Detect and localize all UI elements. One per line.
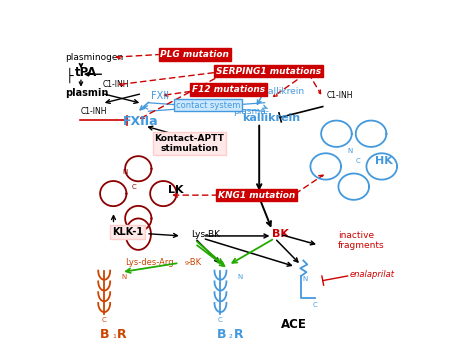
Text: N: N xyxy=(302,276,308,282)
Text: LK: LK xyxy=(168,185,183,195)
Text: FXIIa: FXIIa xyxy=(123,115,158,129)
Text: C1-INH: C1-INH xyxy=(80,107,107,116)
Text: ₁: ₁ xyxy=(112,330,116,340)
Text: Kontact-APTT
stimulation: Kontact-APTT stimulation xyxy=(155,134,224,153)
Text: plasmin: plasmin xyxy=(65,88,109,98)
Text: HK: HK xyxy=(375,156,393,166)
Text: C: C xyxy=(313,302,318,308)
Text: R: R xyxy=(234,328,243,341)
Text: C1-INH: C1-INH xyxy=(327,91,353,100)
Text: N: N xyxy=(237,274,243,280)
Text: FXII: FXII xyxy=(151,91,169,101)
Text: B: B xyxy=(217,328,226,341)
Text: -BK: -BK xyxy=(188,258,202,268)
Text: inactive
fragments: inactive fragments xyxy=(338,231,385,250)
Text: N: N xyxy=(121,274,127,280)
Text: KLK-1: KLK-1 xyxy=(112,227,143,237)
Text: C: C xyxy=(356,158,360,164)
Text: SERPING1 mutations: SERPING1 mutations xyxy=(216,67,321,76)
Text: tPA: tPA xyxy=(75,66,97,79)
Text: prekallikrein: prekallikrein xyxy=(248,87,304,96)
Text: PLG mutation: PLG mutation xyxy=(160,50,229,59)
Text: N: N xyxy=(123,169,128,175)
Text: 9: 9 xyxy=(185,261,189,266)
Text: C: C xyxy=(218,317,223,323)
Text: B: B xyxy=(100,328,110,341)
Text: N: N xyxy=(347,148,353,154)
Text: contact system: contact system xyxy=(176,101,240,110)
Text: kallikrein: kallikrein xyxy=(242,113,300,123)
Text: enalaprilat: enalaprilat xyxy=(350,270,395,279)
Text: ├: ├ xyxy=(65,68,73,84)
Text: C: C xyxy=(132,184,137,190)
Text: R: R xyxy=(118,328,127,341)
Text: ACE: ACE xyxy=(281,317,307,331)
Text: plasma-: plasma- xyxy=(233,107,269,116)
Text: BK: BK xyxy=(273,230,289,239)
Text: C: C xyxy=(102,317,107,323)
Text: KNG1 mutation: KNG1 mutation xyxy=(218,191,295,199)
Text: plasminogen: plasminogen xyxy=(65,53,124,62)
Text: Lys-des-Arg: Lys-des-Arg xyxy=(125,258,174,268)
Text: Lys-BK: Lys-BK xyxy=(191,230,220,239)
Text: ₂: ₂ xyxy=(228,330,232,340)
Text: F12 mutations: F12 mutations xyxy=(191,85,265,94)
Text: C1-INH: C1-INH xyxy=(103,80,129,89)
